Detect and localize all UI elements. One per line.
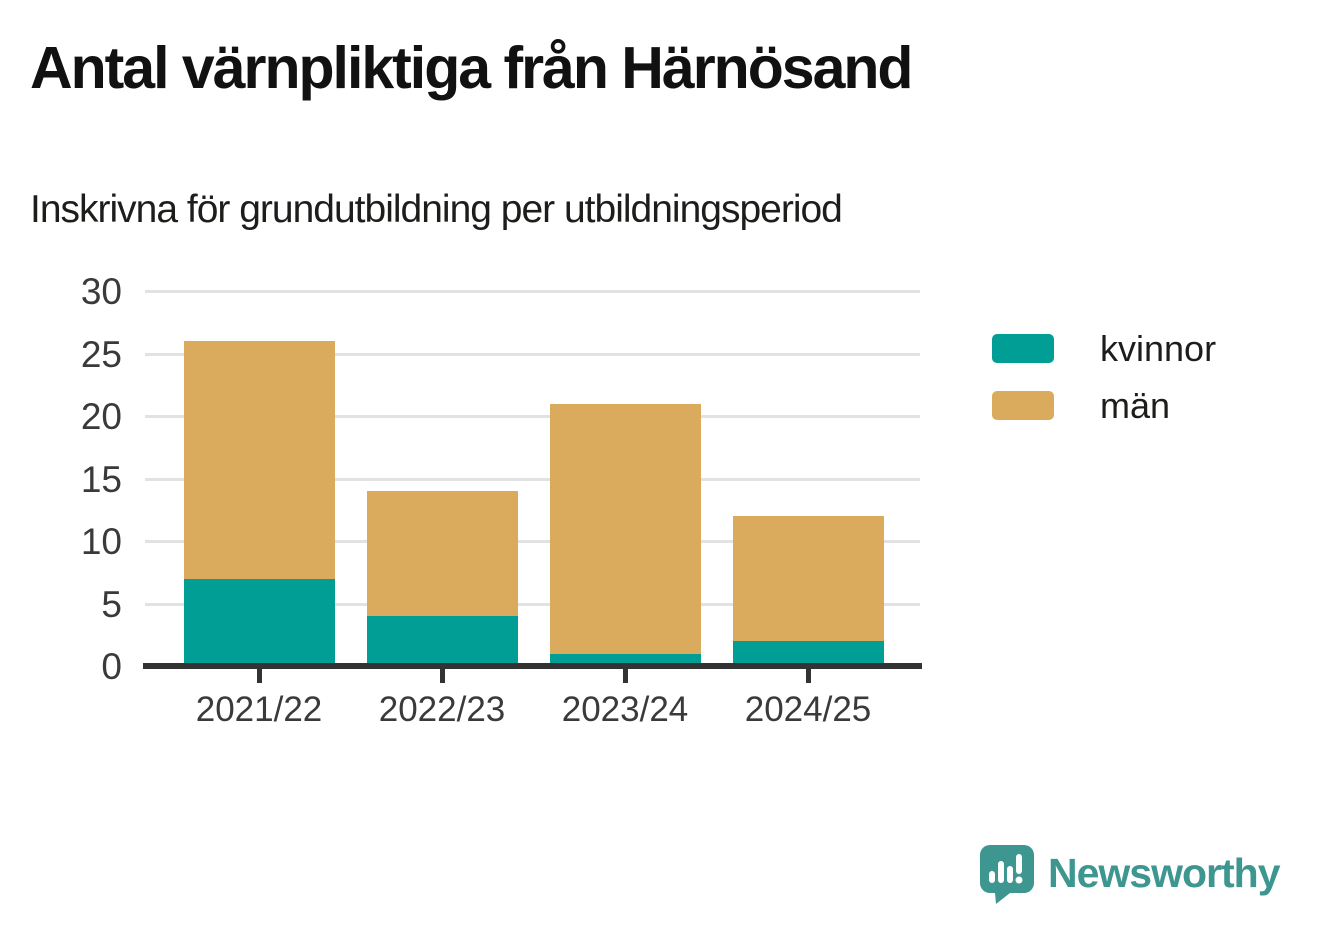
y-tick-label-0: 0 <box>101 646 122 687</box>
x-axis-line <box>143 663 922 669</box>
y-tick-label-20: 20 <box>80 396 122 437</box>
y-tick-label-5: 5 <box>101 583 122 625</box>
branding: Newsworthy <box>980 845 1280 905</box>
legend-label-kvinnor: kvinnor <box>1100 327 1217 369</box>
newsworthy-logo-text: Newsworthy <box>1048 850 1280 896</box>
bar-stack-2021/22 <box>183 341 335 666</box>
y-tick-label-15: 15 <box>80 458 122 500</box>
plot-area <box>143 290 922 669</box>
bar-stack-2022/23 <box>366 491 518 666</box>
gridline-10 <box>145 540 920 543</box>
gridline-30 <box>145 290 920 293</box>
x-tick-label-2023/24: 2023/24 <box>561 690 689 729</box>
bar-2023/24-män <box>549 403 701 654</box>
legend-item-kvinnor: kvinnor <box>992 330 1216 366</box>
x-tick-2023/24 <box>623 669 628 683</box>
x-tick-2024/25 <box>806 669 811 683</box>
chart-title: Antal värnpliktiga från Härnösand <box>30 35 913 101</box>
y-tick-label-25: 25 <box>80 333 122 375</box>
legend-item-män: män <box>992 387 1216 423</box>
x-tick-2021/22 <box>257 669 262 683</box>
legend-swatch-män <box>992 391 1054 420</box>
gridline-25 <box>145 352 920 356</box>
x-tick-label-2021/22: 2021/22 <box>195 690 323 729</box>
bar-2022/23-kvinnor <box>366 616 518 666</box>
y-tick-label-10: 10 <box>80 521 122 562</box>
bar-2024/25-män <box>732 516 884 641</box>
legend-swatch-kvinnor <box>992 334 1054 363</box>
y-tick-label-30: 30 <box>80 271 122 312</box>
legend-label-män: män <box>1100 384 1171 426</box>
bar-2022/23-män <box>366 491 518 616</box>
x-tick-2022/23 <box>440 669 445 683</box>
x-tick-label-2024/25: 2024/25 <box>744 690 872 729</box>
gridline-5 <box>145 602 920 606</box>
legend: kvinnor män <box>992 330 1216 448</box>
bar-2021/22-män <box>183 341 335 579</box>
bar-2024/25-kvinnor <box>732 641 884 666</box>
x-tick-label-2022/23: 2022/23 <box>378 690 506 729</box>
bar-stack-2023/24 <box>549 403 701 666</box>
chart-subtitle: Inskrivna för grundutbildning per utbild… <box>30 188 843 231</box>
gridline-15 <box>145 477 920 481</box>
gridline-20 <box>145 415 920 418</box>
bar-stack-2024/25 <box>732 516 884 666</box>
bar-2021/22-kvinnor <box>183 578 335 666</box>
newsworthy-logo-icon <box>980 845 1034 904</box>
bar-2023/24-kvinnor <box>549 653 701 666</box>
